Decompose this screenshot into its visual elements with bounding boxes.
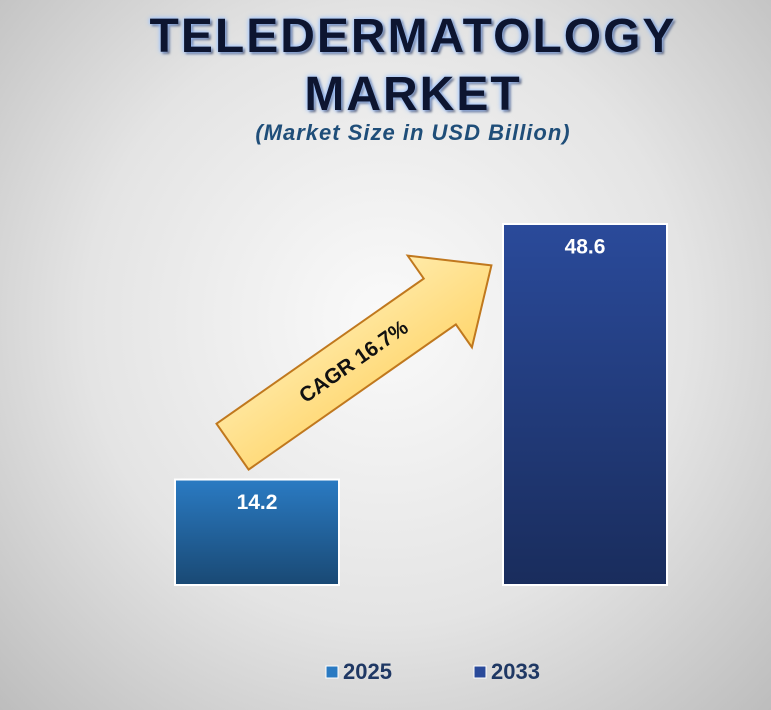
legend-label: 2025 (343, 659, 392, 684)
legend-label: 2033 (491, 659, 540, 684)
chart-title: TELEDERMATOLOGY MARKET (149, 10, 677, 121)
value-label: 14.2 (237, 491, 278, 514)
cagr-arrow: CAGR 16.7% (215, 254, 493, 471)
bar-shade (504, 225, 666, 584)
arrow-shape (215, 254, 493, 471)
bar-shade (176, 480, 338, 584)
value-label: 48.6 (565, 236, 606, 259)
legend-swatch (325, 665, 339, 679)
legend-swatch (473, 665, 487, 679)
chart-subtitle: (Market Size in USD Billion) (255, 120, 571, 145)
